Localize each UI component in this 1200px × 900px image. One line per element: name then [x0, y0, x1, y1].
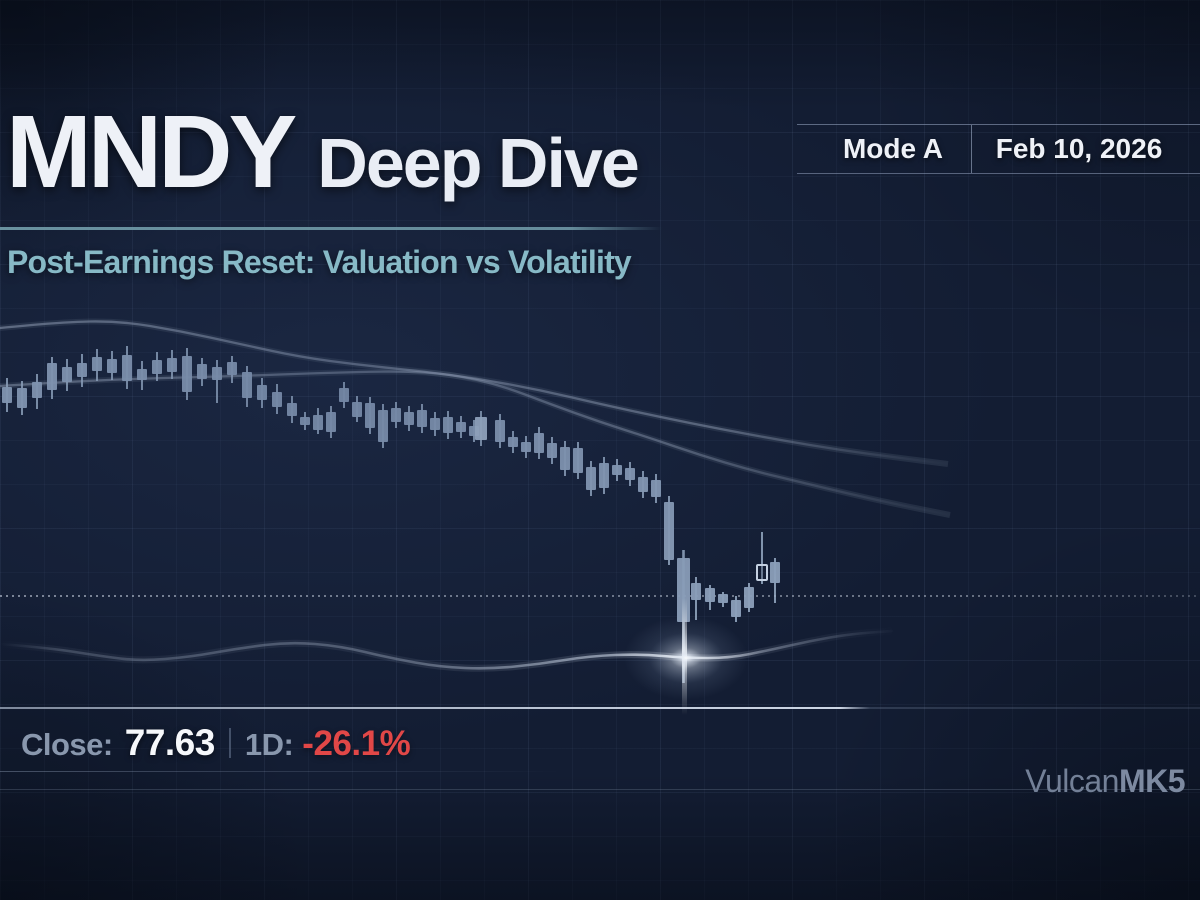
- title-rest: Deep Dive: [317, 124, 639, 202]
- subtitle: Post-Earnings Reset: Valuation vs Volati…: [7, 244, 632, 280]
- footer-separator: [228, 728, 231, 758]
- date-badge: Feb 10, 2026: [995, 133, 1163, 164]
- mode-badge: Mode A: [797, 125, 972, 173]
- ticker-symbol: MNDY: [6, 94, 297, 209]
- close-value: 77.63: [124, 722, 216, 763]
- change-label: 1D:: [244, 727, 294, 762]
- title-underline: [0, 227, 662, 230]
- watermark-regular: Vulcan: [1025, 763, 1119, 799]
- footer-bottom-line: [0, 789, 1200, 790]
- close-label: Close:: [21, 727, 113, 762]
- price-summary: Close: 77.63 1D: -26.1%: [21, 722, 411, 764]
- watermark-bold: MK5: [1118, 763, 1186, 799]
- footer-faint-line: [0, 771, 560, 772]
- mode-date-box: Mode A Feb 10, 2026: [797, 124, 1200, 174]
- footer-divider: [0, 707, 1200, 709]
- change-value: -26.1%: [302, 724, 411, 763]
- watermark: VulcanMK5: [1025, 763, 1185, 800]
- page-title: MNDY Deep Dive: [6, 94, 640, 209]
